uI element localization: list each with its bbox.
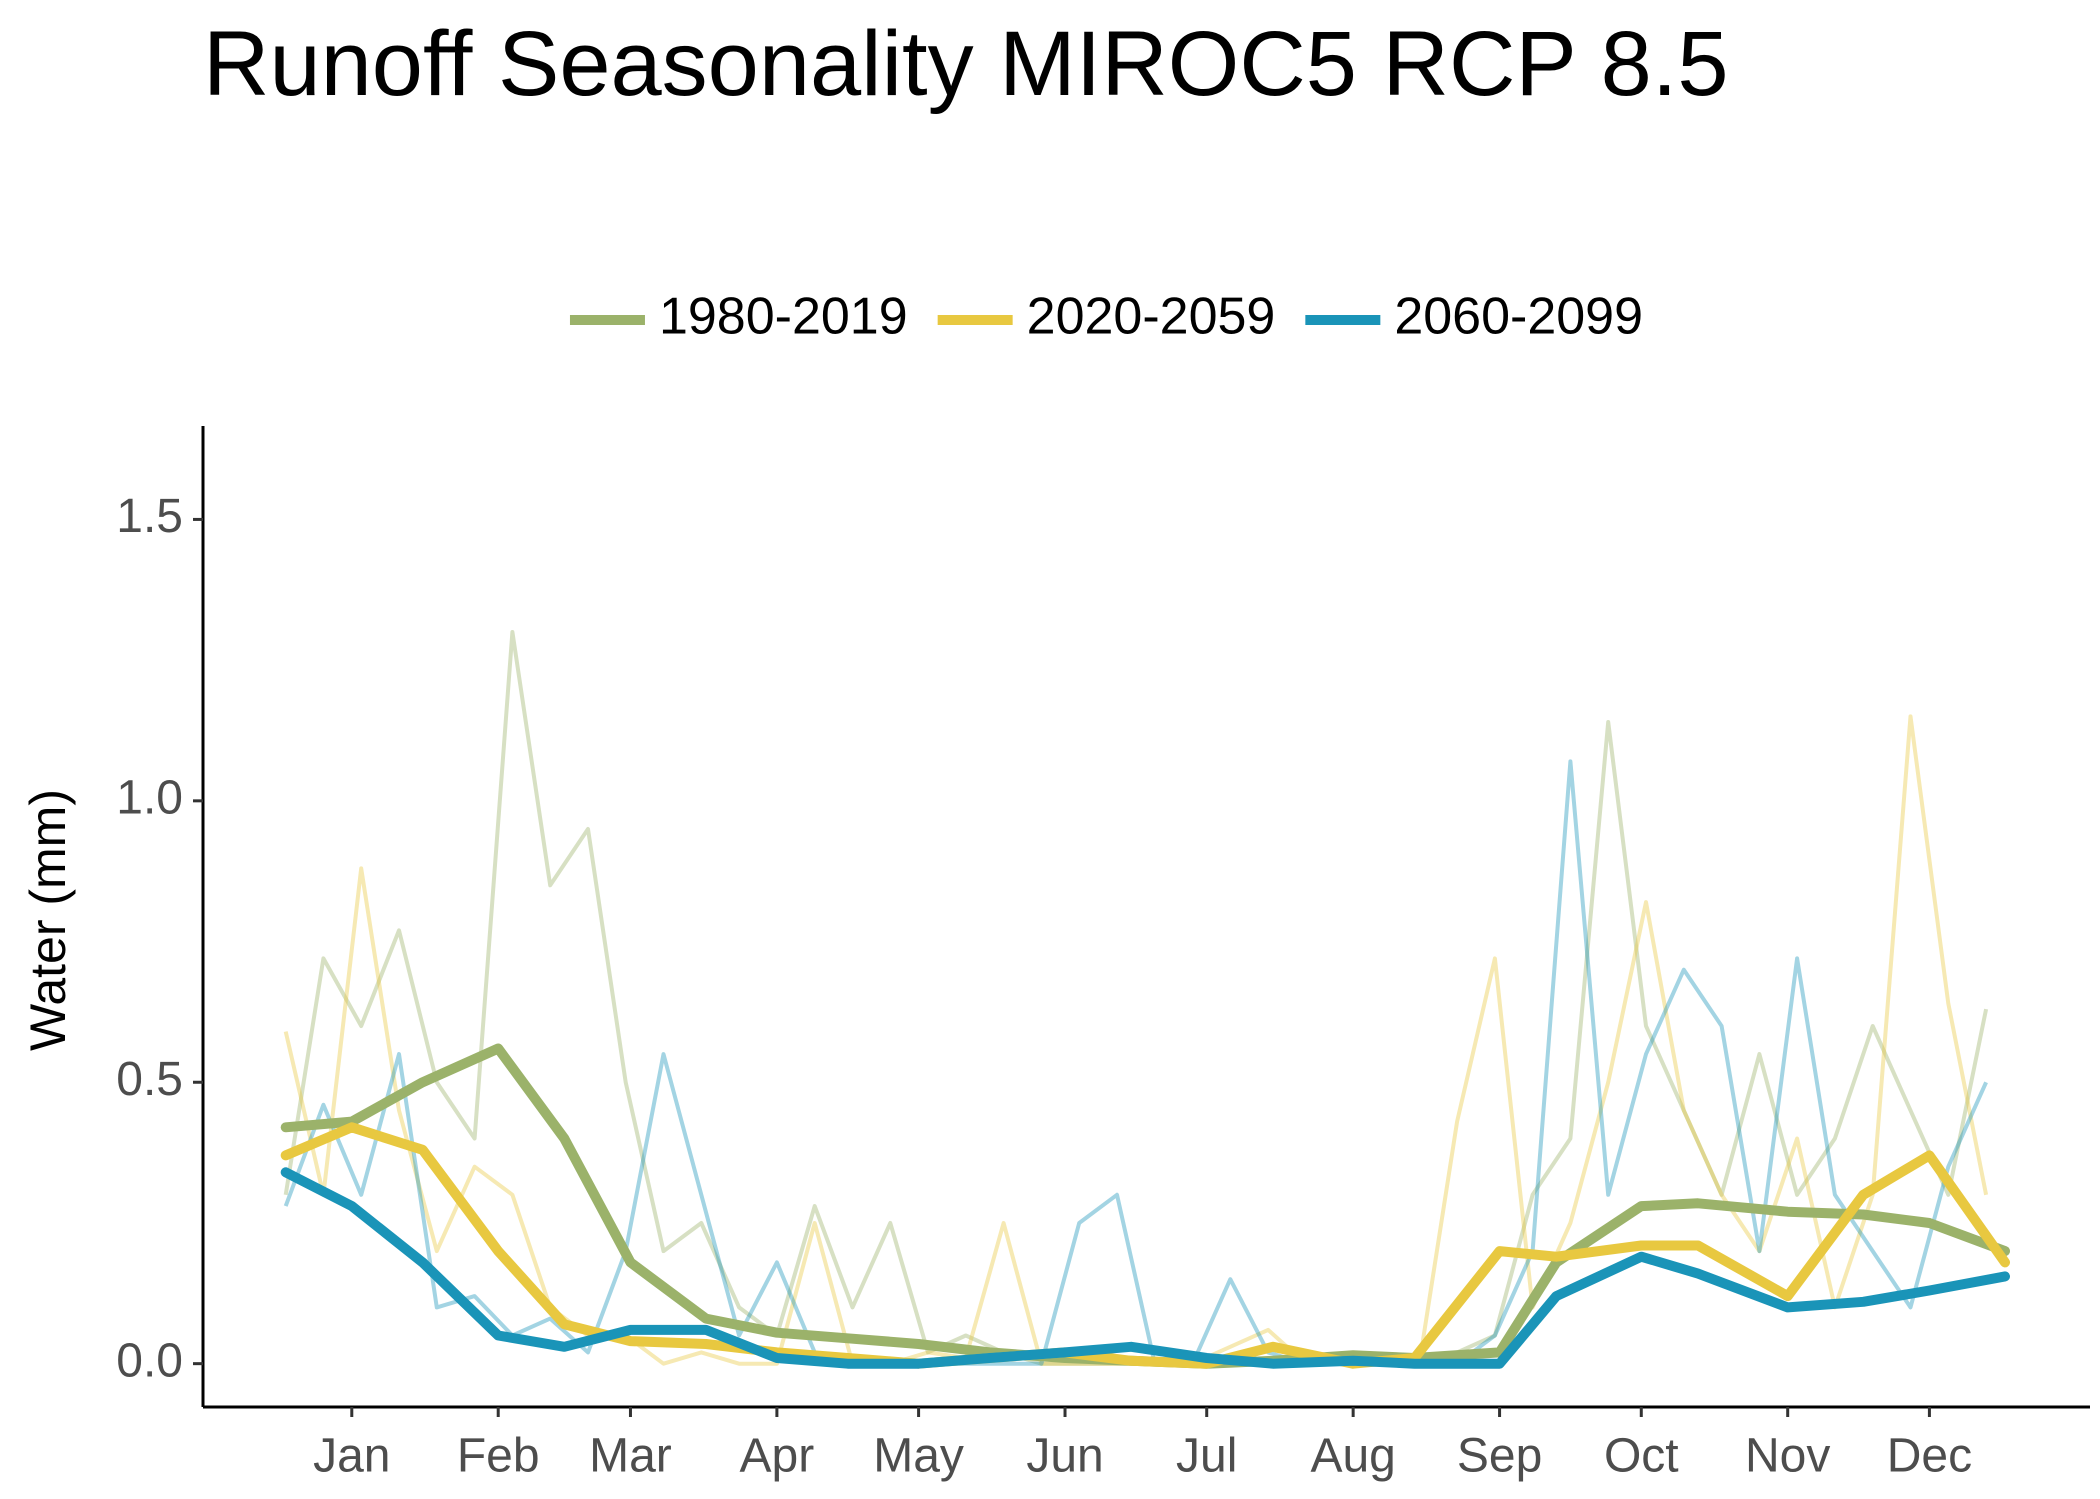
raw-line xyxy=(283,630,1989,1366)
x-tick-label: May xyxy=(873,1430,964,1483)
x-tick-label: Oct xyxy=(1604,1430,1679,1483)
y-tick-label: 1.5 xyxy=(116,490,183,543)
x-tick-label: Aug xyxy=(1310,1430,1395,1483)
legend-label: 1980-2019 xyxy=(659,288,908,346)
smooth-line xyxy=(280,1122,2010,1369)
x-tick-label: Jun xyxy=(1026,1430,1103,1483)
x-tick-label: Jan xyxy=(313,1430,390,1483)
x-tick-label: Mar xyxy=(589,1430,672,1483)
y-tick-label: 0.5 xyxy=(116,1053,183,1106)
x-tick-label: Apr xyxy=(740,1430,815,1483)
x-tick-label: Nov xyxy=(1745,1430,1830,1483)
x-tick-label: Sep xyxy=(1457,1430,1542,1483)
x-tick-label: Jul xyxy=(1176,1430,1237,1483)
raw-line xyxy=(283,759,1988,1366)
y-axis-label: Water (mm) xyxy=(20,789,76,1051)
x-tick-label: Dec xyxy=(1887,1430,1972,1483)
smooth-line xyxy=(280,1167,2010,1369)
legend-label: 2060-2099 xyxy=(1394,288,1643,346)
y-tick-label: 0.0 xyxy=(116,1334,183,1387)
chart-title: Runoff Seasonality MIROC5 RCP 8.5 xyxy=(203,13,1729,115)
y-tick-label: 1.0 xyxy=(116,772,183,825)
legend-label: 2020-2059 xyxy=(1027,288,1276,346)
x-tick-label: Feb xyxy=(457,1430,540,1483)
